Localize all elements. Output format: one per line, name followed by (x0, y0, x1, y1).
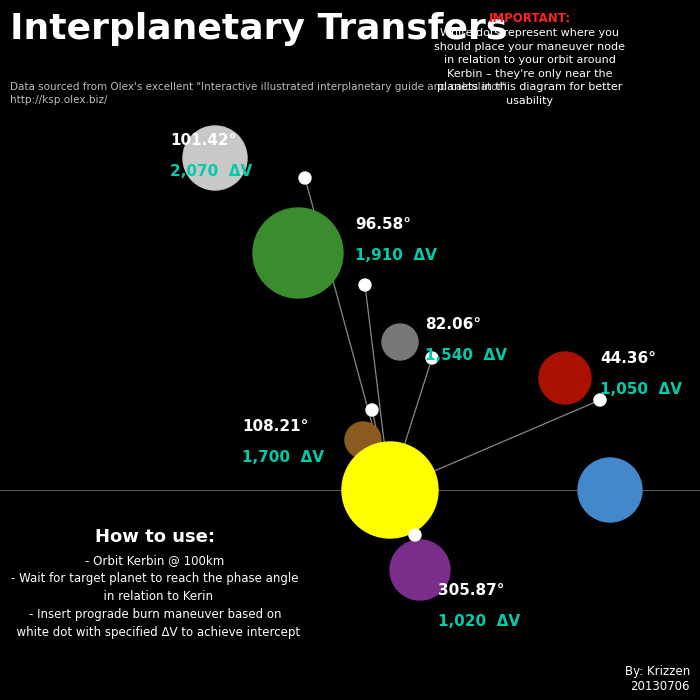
Circle shape (359, 279, 371, 291)
Circle shape (426, 352, 438, 364)
Circle shape (594, 394, 606, 406)
Text: 1,540  ΔV: 1,540 ΔV (425, 348, 507, 363)
Text: By: Krizzen
20130706: By: Krizzen 20130706 (624, 665, 690, 693)
Text: 108.21°: 108.21° (242, 419, 309, 434)
Text: 305.87°: 305.87° (438, 583, 505, 598)
Text: 96.58°: 96.58° (355, 217, 411, 232)
Circle shape (390, 540, 450, 600)
Text: 1,020  ΔV: 1,020 ΔV (438, 614, 520, 629)
Circle shape (578, 458, 642, 522)
Text: Data sourced from Olex's excellent "Interactive illustrated interplanetary guide: Data sourced from Olex's excellent "Inte… (10, 82, 507, 105)
Text: 82.06°: 82.06° (425, 317, 481, 332)
Text: 1,700  ΔV: 1,700 ΔV (242, 450, 324, 465)
Text: 1,050  ΔV: 1,050 ΔV (600, 382, 682, 397)
Circle shape (253, 208, 343, 298)
Text: IMPORTANT:: IMPORTANT: (489, 12, 571, 25)
Text: 2,070  ΔV: 2,070 ΔV (170, 164, 252, 179)
Text: White dots represent where you
should place your maneuver node
in relation to yo: White dots represent where you should pl… (435, 28, 626, 106)
Text: - Orbit Kerbin @ 100km
- Wait for target planet to reach the phase angle
  in re: - Orbit Kerbin @ 100km - Wait for target… (9, 554, 300, 639)
Circle shape (299, 172, 311, 184)
Text: 1,910  ΔV: 1,910 ΔV (355, 248, 437, 263)
Text: 44.36°: 44.36° (600, 351, 656, 366)
Circle shape (409, 529, 421, 541)
Text: How to use:: How to use: (95, 528, 215, 546)
Text: 101.42°: 101.42° (170, 133, 237, 148)
Text: Interplanetary Transfers: Interplanetary Transfers (10, 12, 508, 46)
Circle shape (539, 352, 591, 404)
Circle shape (345, 422, 381, 458)
Circle shape (342, 442, 438, 538)
Circle shape (366, 404, 378, 416)
Circle shape (183, 126, 247, 190)
Circle shape (382, 324, 418, 360)
